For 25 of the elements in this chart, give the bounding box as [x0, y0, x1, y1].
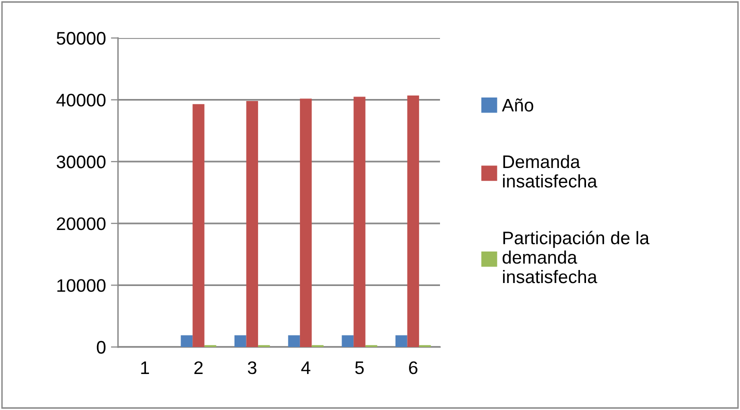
bar — [180, 335, 193, 347]
x-tick-label: 6 — [409, 361, 418, 374]
x-tick-label: 4 — [301, 362, 310, 374]
bar — [288, 335, 300, 347]
y-tick-label: 50000 — [56, 32, 106, 45]
x-tick-label: 2 — [194, 361, 203, 374]
y-tick-label: 30000 — [56, 156, 106, 168]
x-tick-label: 1 — [141, 362, 149, 374]
bar — [192, 104, 204, 347]
legend-label: Participación de la demanda insatisfecha — [502, 230, 650, 284]
bar — [395, 335, 408, 347]
bar — [246, 101, 258, 347]
bar — [342, 335, 354, 347]
x-tick-label: 3 — [248, 361, 256, 374]
bar — [234, 335, 246, 347]
bar — [407, 95, 420, 347]
y-tick-label: 10000 — [57, 279, 106, 292]
legend-label: Demanda insatisfecha — [503, 154, 598, 188]
bar — [300, 98, 312, 347]
bar — [354, 96, 366, 347]
y-tick-label: 0 — [96, 340, 106, 354]
y-tick-label: 40000 — [56, 94, 106, 107]
x-tick-label: 5 — [355, 362, 364, 374]
legend-label: Año — [502, 98, 534, 112]
y-tick-label: 20000 — [56, 217, 106, 230]
